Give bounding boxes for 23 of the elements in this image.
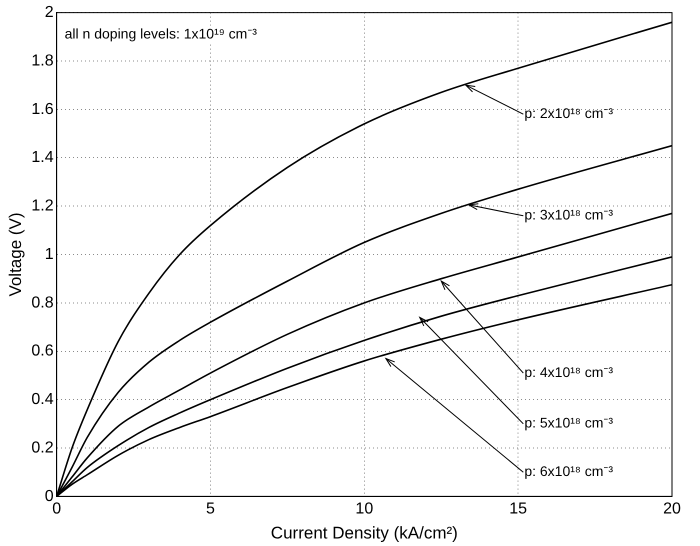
annotation: p: 5x10¹⁸ cm⁻³ — [524, 414, 614, 431]
y-tick-label: 1 — [44, 246, 54, 263]
y-tick-label: 1.2 — [31, 198, 54, 215]
y-tick-label: 0.6 — [31, 342, 54, 360]
x-tick-label: 5 — [206, 500, 216, 518]
x-tick-label: 15 — [509, 500, 528, 518]
x-tick-label: 10 — [355, 500, 374, 518]
x-axis-title: Current Density (kA/cm²) — [270, 523, 458, 542]
annotation: all n doping levels: 1x10¹⁹ cm⁻³ — [64, 25, 258, 42]
y-tick-label: 0 — [44, 488, 54, 505]
annotation: p: 2x10¹⁸ cm⁻³ — [524, 105, 614, 122]
y-tick-label: 2 — [44, 4, 54, 22]
annotation: p: 3x10¹⁸ cm⁻³ — [524, 206, 614, 223]
y-tick-label: 1.4 — [31, 149, 54, 166]
y-tick-label: 1.8 — [31, 52, 54, 70]
y-axis-title: Voltage (V) — [6, 212, 25, 297]
y-tick-label: 0.8 — [31, 294, 54, 312]
annotation: p: 4x10¹⁸ cm⁻³ — [524, 364, 614, 380]
x-tick-label: 20 — [663, 500, 681, 518]
y-tick-label: 0.4 — [31, 391, 54, 408]
y-tick-label: 0.2 — [31, 439, 54, 456]
annotation: p: 6x10¹⁸ cm⁻³ — [524, 463, 614, 480]
y-tick-label: 1.6 — [31, 100, 54, 118]
